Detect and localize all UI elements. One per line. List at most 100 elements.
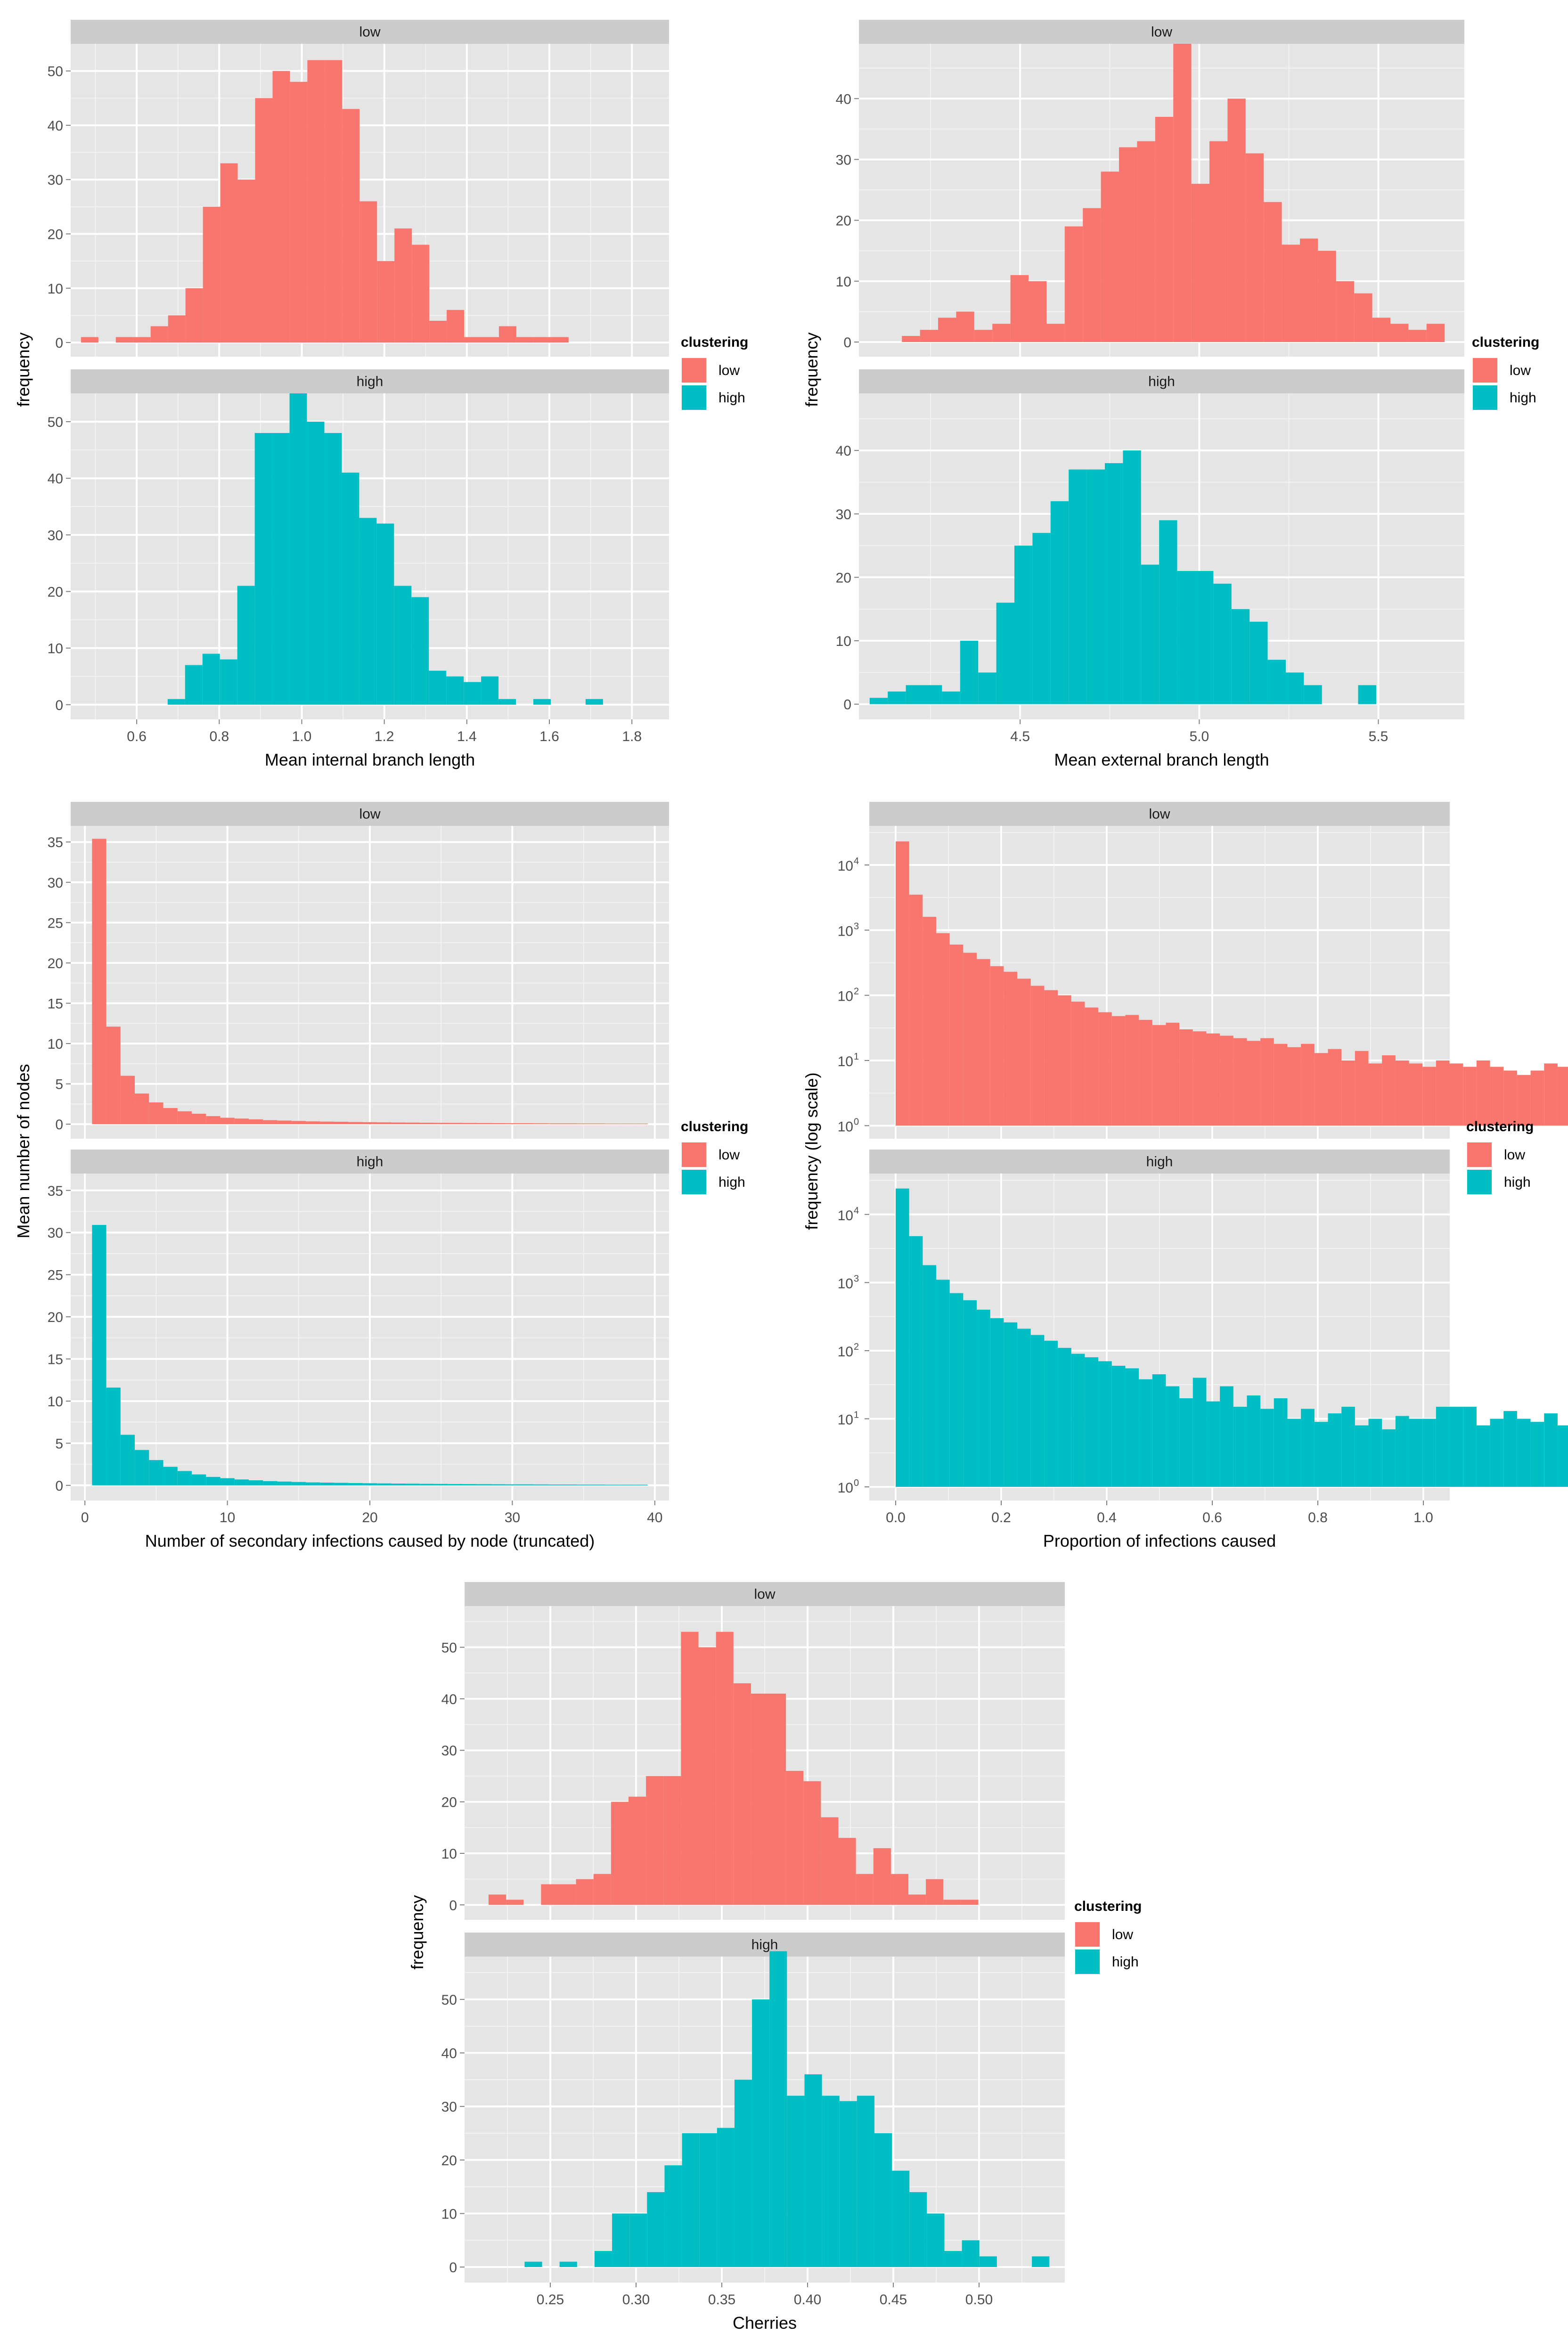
histogram-bar-high — [106, 1387, 121, 1485]
y-tick-label: 30 — [48, 172, 63, 188]
legend-swatch-low — [682, 358, 706, 383]
x-tick-label: 0.25 — [537, 2292, 564, 2308]
histogram-bar-low — [291, 1121, 306, 1125]
histogram-bar-high — [936, 1280, 950, 1487]
histogram-bar-high — [1166, 1386, 1180, 1487]
y-tick-label: 10 — [48, 1036, 63, 1052]
histogram-bar-low — [334, 1122, 349, 1125]
histogram-bar-low — [1046, 324, 1065, 342]
histogram-bar-high — [1179, 1398, 1193, 1487]
histogram-bar-low — [533, 337, 551, 343]
histogram-bar-high — [1409, 1419, 1423, 1487]
histogram-bar-low — [838, 1838, 856, 1905]
y-tick-label: 0 — [55, 1478, 63, 1494]
histogram-bar-low — [150, 326, 168, 343]
y-tick-label: 0 — [55, 335, 63, 351]
histogram-bar-high — [869, 698, 888, 704]
histogram-bar-low — [305, 1121, 320, 1125]
histogram-bar-high — [1050, 501, 1069, 704]
histogram-bar-low — [1544, 1063, 1558, 1126]
histogram-bar-low — [135, 1093, 149, 1125]
legend-label-low: low — [1510, 363, 1531, 378]
panel-low: low 0 5 10 15 20 25 30 35 — [48, 802, 669, 1139]
histogram-bar-low — [1209, 141, 1228, 342]
histogram-bar-high — [944, 2251, 962, 2267]
histogram-bar-high — [1032, 2256, 1050, 2267]
histogram-bar-low — [547, 1123, 563, 1125]
histogram-bar-high — [533, 1484, 548, 1485]
y-tick-label: 20 — [48, 584, 63, 600]
histogram-bar-high — [979, 2256, 997, 2267]
histogram-bar-low — [263, 1120, 278, 1125]
histogram-bar-high — [1304, 685, 1322, 704]
histogram-bar-high — [185, 665, 203, 705]
y-tick-exponent: 0 — [854, 1478, 859, 1488]
histogram-bar-high — [342, 473, 359, 705]
histogram-bar-high — [481, 676, 499, 705]
histogram-bar-low — [1233, 1038, 1247, 1126]
histogram-bar-low — [1173, 44, 1192, 342]
histogram-bar-high — [305, 1482, 320, 1485]
y-tick-label: 10 — [441, 1846, 457, 1862]
histogram-bar-low — [1064, 226, 1083, 342]
y-tick-label: 35 — [48, 1183, 63, 1199]
y-tick-exponent: 2 — [854, 987, 859, 997]
histogram-bar-high — [524, 2261, 542, 2267]
histogram-bar-low — [1503, 1070, 1517, 1126]
y-tick-label: 10 — [838, 1054, 853, 1069]
x-tick-label: 5.5 — [1369, 729, 1388, 744]
histogram-bar-high — [498, 699, 516, 705]
histogram-bar-high — [177, 1471, 192, 1485]
histogram-bar-high — [434, 1484, 449, 1485]
facet-strip-low — [859, 20, 1464, 44]
histogram-bar-high — [924, 685, 942, 704]
legend-swatch-high — [1473, 385, 1497, 410]
histogram-bar-high — [1476, 1425, 1490, 1487]
histogram-bar-high — [505, 1484, 520, 1485]
histogram-bar-low — [533, 1123, 548, 1125]
histogram-bar-low — [902, 336, 920, 342]
legend-label-high: high — [1504, 1174, 1531, 1190]
histogram-bar-low — [1336, 281, 1355, 342]
histogram-bar-high — [822, 2096, 840, 2267]
y-tick-label: 30 — [836, 152, 851, 168]
histogram-bar-low — [505, 1123, 520, 1125]
facet-strip-label: high — [1146, 1154, 1173, 1170]
legend-label-low: low — [1504, 1147, 1525, 1163]
legend-label-high: high — [719, 1174, 745, 1190]
y-tick-label: 25 — [48, 1268, 63, 1283]
histogram-bar-low — [1318, 251, 1336, 342]
histogram-bar-low — [977, 959, 990, 1126]
histogram-bar-high — [963, 1300, 977, 1487]
histogram-bar-low — [516, 337, 534, 343]
y-tick-label: 40 — [836, 443, 851, 459]
legend-swatch-low — [682, 1142, 706, 1167]
histogram-bar-low — [405, 1122, 420, 1125]
y-tick-label: 10 — [48, 641, 63, 657]
legend-swatch-low — [1473, 358, 1497, 383]
histogram-bar-low — [896, 841, 909, 1126]
histogram-bar-high — [1139, 1379, 1152, 1487]
histogram-bar-low — [923, 917, 937, 1126]
histogram-bar-low — [1490, 1067, 1504, 1126]
facet-strip-low — [71, 802, 669, 826]
x-axis-title: Proportion of infections caused — [1043, 1531, 1276, 1550]
histogram-bar-low — [506, 1900, 524, 1905]
histogram-bar-high — [192, 1474, 206, 1485]
histogram-bar-low — [1044, 990, 1058, 1126]
histogram-bar-high — [1368, 1419, 1382, 1487]
histogram-bar-high — [1220, 1386, 1233, 1487]
y-tick-label: 10 — [838, 1208, 853, 1223]
histogram-bar-high — [1436, 1407, 1450, 1487]
facet-strip-low — [465, 1582, 1065, 1606]
histogram-bar-high — [619, 1484, 634, 1485]
histogram-bar-high — [462, 1484, 477, 1485]
y-tick-label: 5 — [55, 1436, 63, 1452]
histogram-bar-high — [682, 2133, 700, 2267]
histogram-bar-high — [629, 2213, 647, 2267]
histogram-bar-high — [612, 2213, 630, 2267]
y-tick-label: 10 — [838, 989, 853, 1004]
histogram-bar-low — [163, 1108, 178, 1125]
histogram-bar-low — [1449, 1063, 1463, 1126]
